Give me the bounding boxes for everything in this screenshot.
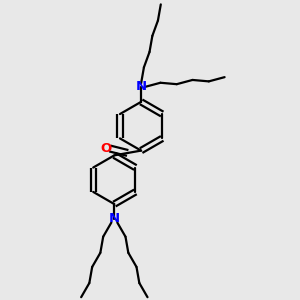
Text: N: N [109, 212, 120, 226]
Text: O: O [100, 142, 112, 155]
Text: N: N [136, 80, 147, 94]
